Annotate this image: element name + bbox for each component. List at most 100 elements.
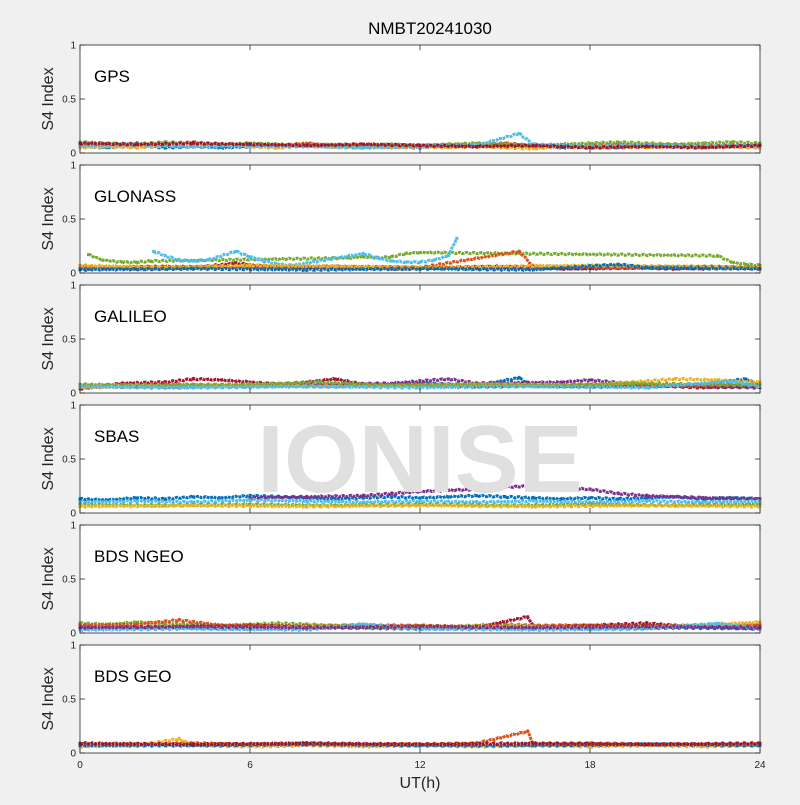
y-tick-label: 1: [70, 401, 76, 412]
data-point: [588, 745, 592, 748]
data-point: [517, 132, 521, 136]
data-point: [149, 259, 153, 263]
panel-background: [80, 645, 760, 753]
data-point: [347, 256, 351, 260]
data-point: [361, 146, 365, 150]
data-point: [531, 268, 535, 272]
data-point: [455, 236, 459, 240]
data-point: [730, 260, 734, 264]
data-point: [475, 382, 479, 386]
y-axis-label: S4 Index: [40, 427, 57, 490]
data-point: [106, 498, 110, 502]
data-point: [404, 252, 408, 256]
data-point: [418, 742, 422, 746]
data-point: [248, 502, 252, 506]
y-tick-label: 1: [70, 521, 76, 532]
data-point: [531, 147, 535, 151]
data-point: [673, 383, 677, 387]
data-point: [503, 265, 507, 268]
data-point: [191, 267, 195, 271]
data-point: [701, 146, 705, 150]
data-point: [588, 378, 592, 382]
data-point: [163, 621, 167, 625]
data-point: [248, 263, 252, 267]
data-point: [152, 249, 156, 253]
data-point: [361, 494, 365, 498]
data-point: [645, 621, 649, 625]
data-point: [446, 254, 450, 258]
data-point: [560, 145, 564, 148]
y-tick-label: 0.5: [62, 215, 76, 226]
data-point: [418, 499, 422, 503]
data-point: [560, 142, 564, 146]
data-point: [503, 142, 507, 146]
data-point: [206, 258, 209, 262]
data-point: [475, 145, 479, 148]
panel-background: [80, 45, 760, 153]
data-point: [418, 143, 422, 147]
data-point: [390, 492, 394, 496]
data-point: [531, 628, 535, 632]
data-point: [531, 496, 535, 500]
data-point: [135, 146, 139, 150]
panel-label: GALILEO: [94, 307, 167, 326]
x-tick-label: 6: [247, 760, 253, 771]
data-point: [390, 259, 394, 263]
data-point: [418, 625, 422, 628]
data-point: [631, 381, 634, 385]
y-tick-label: 0: [70, 149, 76, 160]
data-point: [305, 268, 309, 272]
data-point: [588, 496, 592, 500]
data-point: [101, 258, 105, 262]
data-point: [616, 266, 620, 270]
data-point: [531, 741, 535, 745]
data-point: [163, 497, 167, 501]
data-point: [616, 140, 620, 144]
data-point: [305, 622, 309, 626]
data-point: [305, 495, 309, 499]
y-tick-label: 0: [70, 629, 76, 640]
data-point: [177, 737, 181, 741]
data-point: [645, 145, 649, 148]
data-point: [305, 626, 309, 630]
data-point: [333, 497, 337, 501]
data-point: [531, 505, 535, 508]
data-point: [262, 259, 266, 263]
panel-glonass: 0 0.5 1 S4 Index GLONASS: [40, 161, 762, 280]
data-point: [191, 145, 195, 148]
data-point: [645, 386, 649, 390]
data-point: [616, 262, 620, 266]
data-point: [531, 385, 535, 388]
data-point: [361, 622, 365, 626]
panel-label: GPS: [94, 67, 130, 86]
data-point: [645, 496, 649, 500]
data-point: [376, 256, 379, 260]
data-point: [517, 249, 521, 253]
data-point: [135, 499, 139, 503]
data-point: [248, 494, 252, 498]
data-point: [744, 262, 748, 266]
data-point: [390, 381, 394, 385]
data-point: [503, 146, 507, 150]
data-point: [526, 729, 530, 733]
y-tick-label: 0.5: [62, 455, 76, 466]
data-point: [730, 145, 734, 148]
data-point: [220, 378, 224, 382]
x-tick-label: 12: [414, 760, 426, 771]
data-point: [135, 496, 139, 500]
data-point: [276, 621, 280, 625]
data-point: [560, 497, 564, 501]
data-point: [305, 505, 309, 508]
data-series: [152, 237, 459, 268]
y-tick-label: 1: [70, 641, 76, 652]
data-point: [616, 492, 620, 496]
data-point: [588, 146, 592, 150]
data-point: [517, 376, 521, 380]
data-point: [531, 626, 535, 630]
data-point: [531, 743, 535, 747]
panel-background: [80, 525, 760, 633]
data-point: [588, 487, 592, 491]
data-point: [526, 615, 530, 619]
data-point: [673, 142, 677, 146]
data-point: [87, 253, 90, 257]
